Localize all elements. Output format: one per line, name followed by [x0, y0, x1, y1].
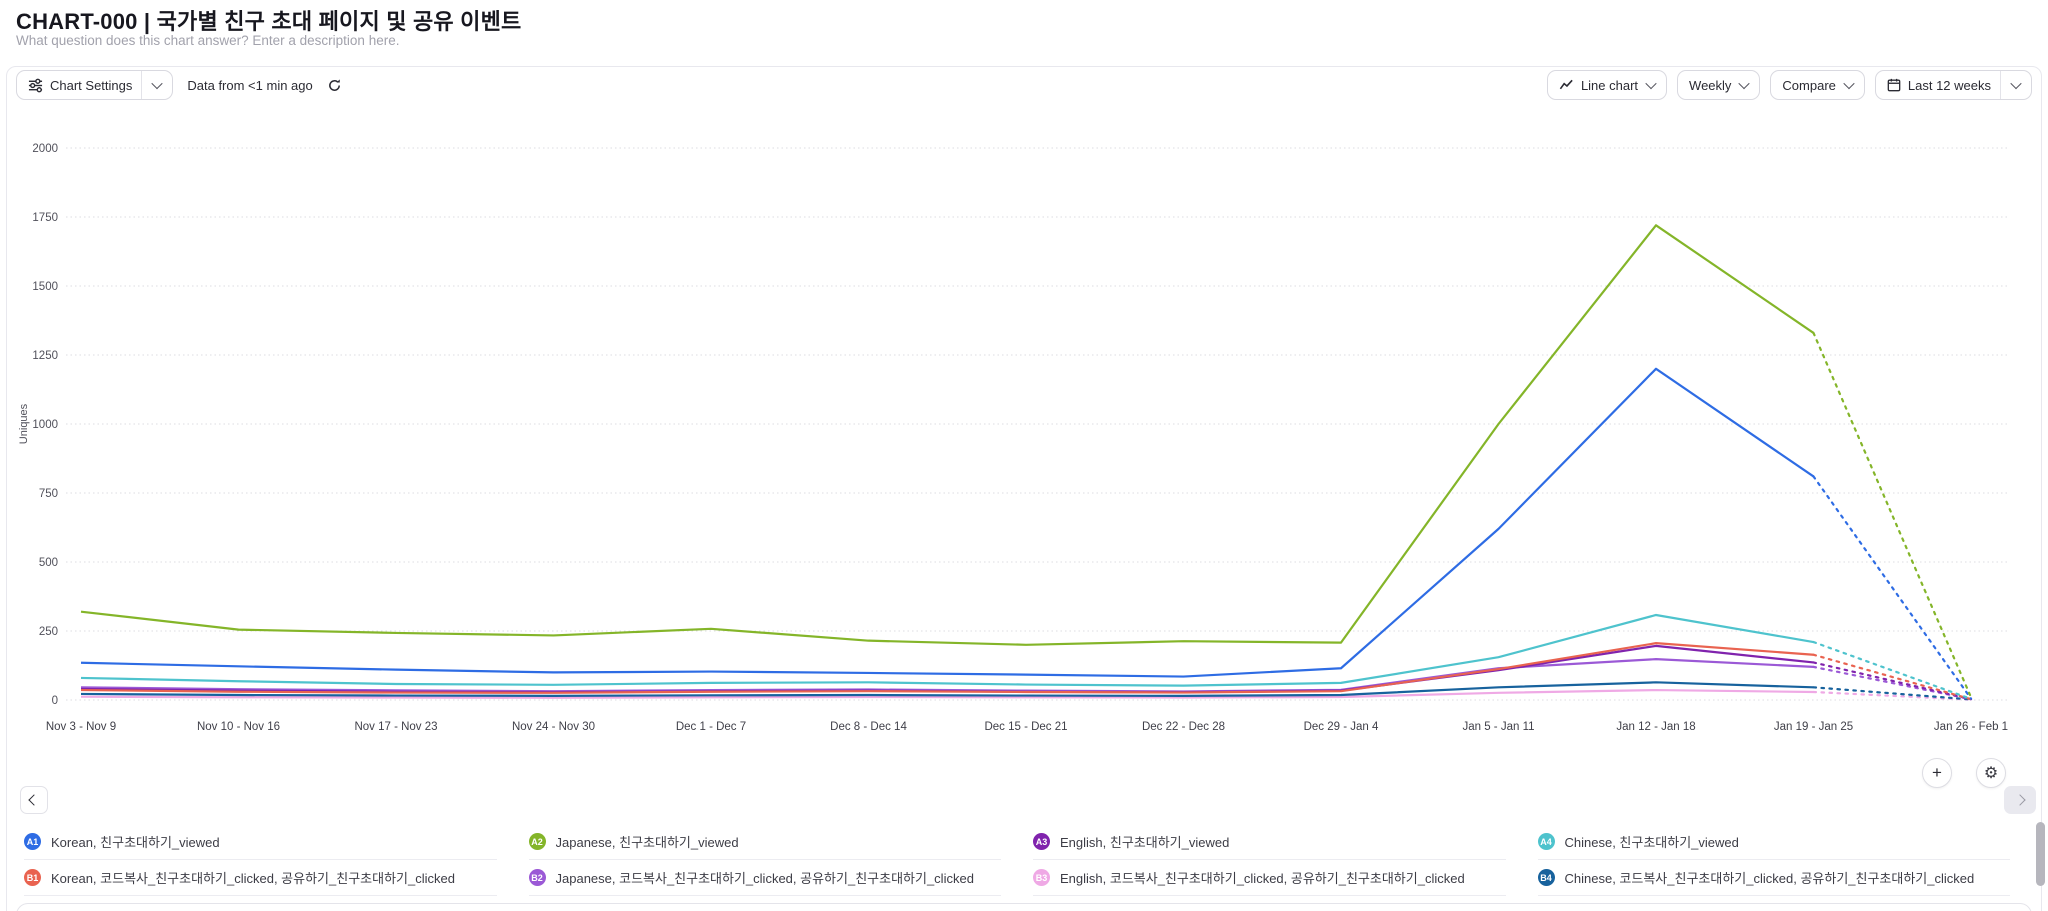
legend-label-B4: Chinese, 코드복사_친구초대하기_clicked, 공유하기_친구초대하… — [1564, 871, 1975, 886]
chart-card — [6, 66, 2042, 911]
legend-badge-A4: A4 — [1537, 833, 1555, 850]
legend-item-A3[interactable]: A3 English, 친구초대하기_viewed — [1033, 824, 1506, 860]
date-range-label: Last 12 weeks — [1907, 77, 1991, 93]
line-chart-icon — [1559, 78, 1574, 93]
series-line-dotted-A4[interactable] — [1812, 640, 1973, 700]
legend-badge-A1: A1 — [24, 833, 41, 850]
data-freshness-text: Data from <1 min ago — [187, 77, 313, 93]
series-line-A4[interactable] — [80, 613, 1814, 687]
series-line-dotted-B1[interactable] — [1812, 653, 1973, 701]
legend-item-A4[interactable]: A4 Chinese, 친구초대하기_viewed — [1537, 824, 2010, 860]
x-axis-tick: Jan 19 - Jan 25 — [1774, 721, 1853, 733]
toolbar-right: Line chart Weekly Compare Last 12 weeks — [1546, 70, 2032, 100]
date-range-button[interactable]: Last 12 weeks — [1874, 70, 2032, 100]
chart-settings-label: Chart Settings — [50, 77, 133, 93]
x-axis-tick: Dec 8 - Dec 14 — [830, 721, 907, 733]
interval-button[interactable]: Weekly — [1677, 70, 1761, 100]
y-axis-tick: 0 — [52, 695, 58, 707]
chevron-left-icon — [28, 794, 40, 806]
legend-settings-button[interactable]: ⚙ — [1976, 758, 2006, 788]
sliders-icon — [28, 78, 43, 93]
x-axis-tick: Dec 1 - Dec 7 — [676, 721, 746, 733]
legend-badge-A3: A3 — [1033, 833, 1050, 850]
legend-label-A3: English, 친구초대하기_viewed — [1060, 835, 1230, 850]
series-line-dotted-A3[interactable] — [1812, 661, 1973, 701]
y-axis-tick: 2000 — [32, 143, 58, 155]
y-axis-tick: 1500 — [32, 281, 58, 293]
series-line-dotted-A1[interactable] — [1812, 475, 1973, 700]
legend-badge-B1: B1 — [24, 869, 41, 886]
x-axis-tick: Nov 24 - Nov 30 — [512, 721, 595, 733]
divider — [141, 71, 143, 99]
series-line-dotted-B3[interactable] — [1812, 690, 1973, 701]
series-line-dotted-B4[interactable] — [1812, 686, 1973, 701]
x-axis-tick: Nov 10 - Nov 16 — [197, 721, 280, 733]
series-line-B1[interactable] — [80, 642, 1814, 694]
legend-label-B1: Korean, 코드복사_친구초대하기_clicked, 공유하기_친구초대하기… — [51, 871, 455, 886]
legend-label-A2: Japanese, 친구초대하기_viewed — [555, 835, 739, 850]
y-axis-tick: 250 — [39, 626, 58, 638]
chart-legend: A1 Korean, 친구초대하기_viewed A2 Japanese, 친구초대하… — [24, 824, 2010, 896]
series-line-B4[interactable] — [80, 681, 1814, 697]
x-axis-tick: Jan 26 - Feb 1 — [1934, 721, 2008, 733]
series-line-B3[interactable] — [80, 688, 1814, 699]
legend-item-B2[interactable]: B2 Japanese, 코드복사_친구초대하기_clicked, 공유하기_친구… — [528, 860, 1001, 896]
page-title[interactable]: CHART-000 | 국가별 친구 초대 페이지 및 공유 이벤트 — [16, 9, 522, 34]
legend-label-B3: English, 코드복사_친구초대하기_clicked, 공유하기_친구초대하… — [1060, 871, 1465, 886]
legend-label-A1: Korean, 친구초대하기_viewed — [51, 835, 220, 850]
compare-button[interactable]: Compare — [1770, 70, 1865, 100]
legend-badge-B3: B3 — [1033, 869, 1050, 886]
y-axis-tick: 1750 — [32, 212, 58, 224]
legend-item-A1[interactable]: A1 Korean, 친구초대하기_viewed — [24, 824, 497, 860]
gear-icon: ⚙ — [1983, 765, 1999, 782]
add-annotation-button[interactable]: + — [1922, 758, 1952, 788]
legend-item-A2[interactable]: A2 Japanese, 친구초대하기_viewed — [528, 824, 1001, 860]
x-axis-tick: Jan 12 - Jan 18 — [1616, 721, 1695, 733]
interval-label: Weekly — [1689, 77, 1732, 93]
refresh-button[interactable] — [327, 78, 342, 93]
line-chart-canvas: 0 250 500 750 1000 1250 1500 1750 2000 Uniques Nov… — [18, 143, 2010, 733]
series-line-dotted-B2[interactable] — [1812, 665, 1973, 701]
legend-label-B2: Japanese, 코드복사_친구초대하기_clicked, 공유하기_친구초대… — [555, 871, 974, 886]
series-line-A1[interactable] — [80, 367, 1815, 678]
breakdown-table-edge — [16, 903, 2032, 911]
legend-item-B3[interactable]: B3 English, 코드복사_친구초대하기_clicked, 공유하기_친구초… — [1033, 860, 1506, 896]
y-axis-title: Uniques — [18, 403, 30, 444]
toolbar-left: Chart Settings Data from <1 min ago — [16, 70, 342, 100]
chevron-right-icon — [2014, 794, 2026, 806]
legend-badge-B2: B2 — [528, 869, 546, 886]
chart-type-label: Line chart — [1580, 77, 1639, 93]
x-axis-tick: Dec 15 - Dec 21 — [984, 721, 1067, 733]
y-axis-tick: 500 — [39, 557, 58, 569]
chart-settings-button[interactable]: Chart Settings — [16, 70, 174, 100]
y-axis-tick: 1250 — [32, 350, 58, 362]
legend-page-prev-button[interactable] — [20, 786, 48, 814]
x-axis-tick: Dec 22 - Dec 28 — [1142, 721, 1225, 733]
series-line-dotted-A2[interactable] — [1812, 331, 1973, 699]
y-axis-tick: 1000 — [32, 419, 58, 431]
y-axis-tick: 750 — [39, 488, 58, 500]
legend-scrollbar[interactable] — [2036, 822, 2045, 886]
series-line-A2[interactable] — [80, 224, 1815, 646]
calendar-icon — [1887, 78, 1901, 92]
divider — [2000, 71, 2001, 99]
x-axis-tick: Nov 17 - Nov 23 — [354, 721, 437, 733]
legend-badge-A2: A2 — [528, 833, 546, 850]
x-axis-tick: Jan 5 - Jan 11 — [1462, 721, 1534, 733]
legend-item-B1[interactable]: B1 Korean, 코드복사_친구초대하기_clicked, 공유하기_친구초대… — [24, 860, 497, 896]
x-axis-tick: Nov 3 - Nov 9 — [46, 721, 116, 733]
legend-badge-B4: B4 — [1537, 869, 1555, 886]
legend-page-next-button[interactable] — [2004, 786, 2036, 814]
compare-label: Compare — [1782, 77, 1836, 93]
chart-type-button[interactable]: Line chart — [1546, 70, 1668, 100]
page-description-placeholder[interactable]: What question does this chart answer? En… — [16, 33, 400, 48]
x-axis-tick: Dec 29 - Jan 4 — [1304, 721, 1379, 733]
legend-label-A4: Chinese, 친구초대하기_viewed — [1564, 835, 1739, 850]
legend-item-B4[interactable]: B4 Chinese, 코드복사_친구초대하기_clicked, 공유하기_친구초… — [1537, 860, 2010, 896]
